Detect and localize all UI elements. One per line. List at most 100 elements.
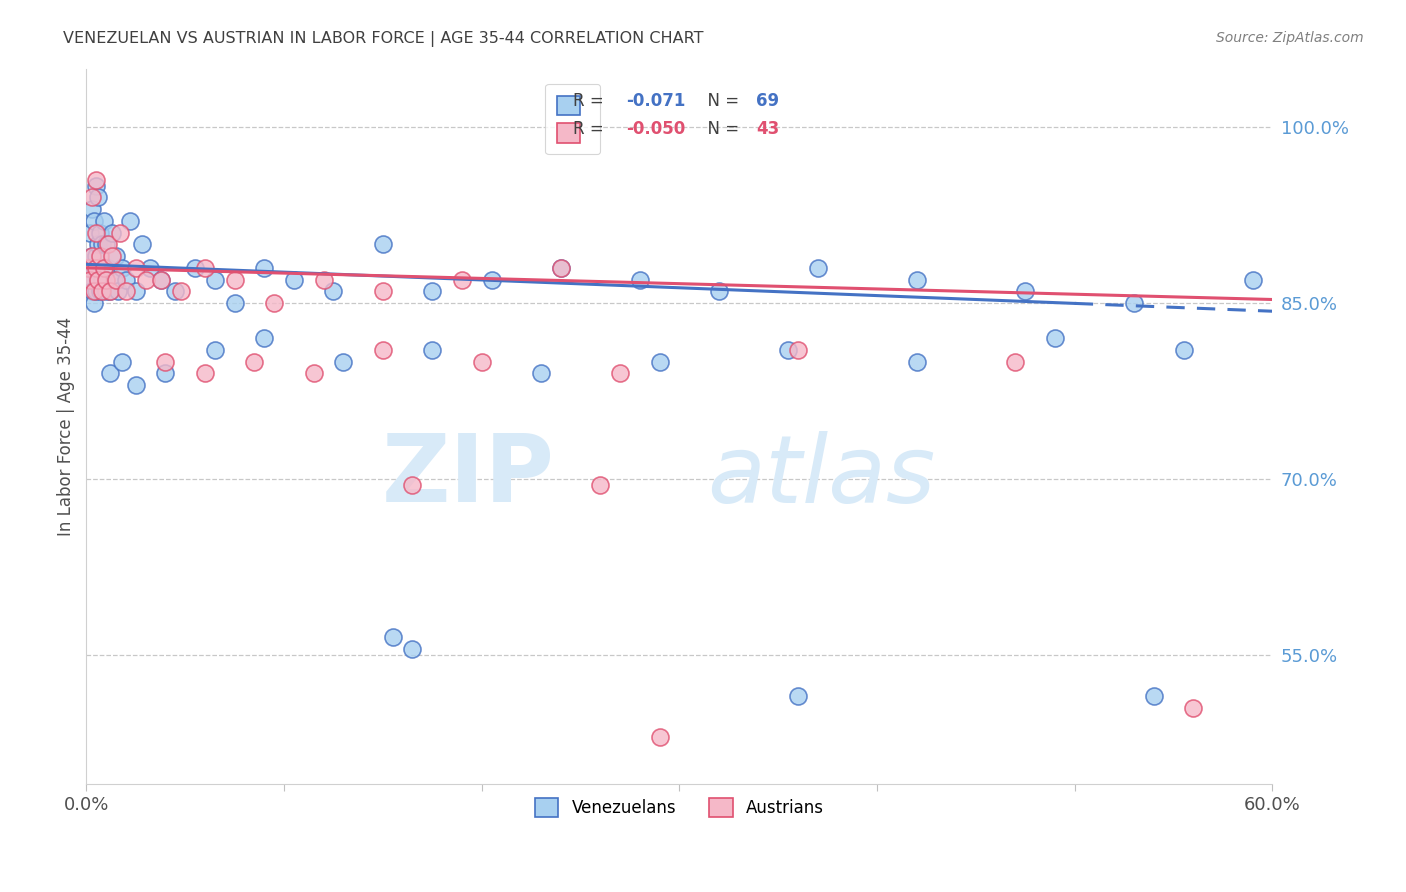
Point [224, 296, 246, 310]
Point [82, 190, 104, 204]
Point [79, 272, 101, 286]
Point [322, 285, 344, 299]
Point [91, 237, 114, 252]
Point [648, 730, 671, 744]
Point [94, 272, 117, 286]
Point [104, 249, 127, 263]
Point [1143, 689, 1166, 703]
Point [150, 272, 173, 286]
Point [550, 260, 572, 275]
Point [204, 272, 226, 286]
Point [87, 272, 110, 286]
Point [420, 343, 443, 357]
Point [107, 285, 129, 299]
Point [471, 354, 494, 368]
Text: R =: R = [572, 92, 609, 110]
Point [125, 260, 148, 275]
Point [194, 367, 217, 381]
Point [79, 260, 101, 275]
Point [530, 367, 553, 381]
Point [150, 272, 173, 286]
Point [79, 226, 101, 240]
Point [84, 226, 107, 240]
Text: -0.050: -0.050 [626, 120, 685, 138]
Point [787, 343, 810, 357]
Text: atlas: atlas [707, 431, 936, 522]
Point [93, 260, 115, 275]
Point [253, 331, 276, 345]
Point [94, 285, 117, 299]
Point [98, 285, 121, 299]
Point [83, 214, 105, 228]
Point [87, 237, 110, 252]
Point [83, 285, 105, 299]
Text: Source: ZipAtlas.com: Source: ZipAtlas.com [1216, 31, 1364, 45]
Text: R =: R = [572, 120, 609, 138]
Point [125, 378, 148, 392]
Point [98, 367, 121, 381]
Point [204, 343, 226, 357]
Point [84, 285, 107, 299]
Text: 69: 69 [756, 92, 779, 110]
Point [332, 354, 354, 368]
Text: -0.071: -0.071 [626, 92, 685, 110]
Point [82, 285, 104, 299]
Point [905, 354, 928, 368]
Point [1014, 285, 1036, 299]
Point [155, 354, 177, 368]
Point [371, 285, 394, 299]
Point [111, 260, 134, 275]
Point [91, 272, 114, 286]
Point [82, 249, 104, 263]
Point [165, 285, 187, 299]
Point [155, 367, 177, 381]
Point [84, 260, 107, 275]
Point [194, 260, 217, 275]
Point [111, 354, 134, 368]
Point [77, 260, 100, 275]
Point [371, 343, 394, 357]
Point [1043, 331, 1066, 345]
Point [135, 272, 157, 286]
Point [138, 260, 160, 275]
Point [1173, 343, 1195, 357]
Y-axis label: In Labor Force | Age 35-44: In Labor Force | Age 35-44 [58, 317, 75, 536]
Text: N =: N = [697, 92, 745, 110]
Point [481, 272, 503, 286]
Point [98, 285, 121, 299]
Point [114, 272, 136, 286]
Point [89, 285, 111, 299]
Point [84, 173, 107, 187]
Point [118, 214, 141, 228]
Point [1123, 296, 1146, 310]
Point [1241, 272, 1264, 286]
Point [170, 285, 193, 299]
Point [84, 249, 107, 263]
Point [589, 477, 612, 491]
Point [707, 285, 730, 299]
Point [114, 285, 136, 299]
Point [224, 272, 246, 286]
Text: ZIP: ZIP [382, 430, 555, 522]
Text: VENEZUELAN VS AUSTRIAN IN LABOR FORCE | AGE 35-44 CORRELATION CHART: VENEZUELAN VS AUSTRIAN IN LABOR FORCE | … [63, 31, 704, 47]
Point [628, 272, 651, 286]
Point [253, 260, 276, 275]
Point [91, 285, 114, 299]
Point [87, 190, 110, 204]
Point [1182, 700, 1205, 714]
Point [905, 272, 928, 286]
Point [97, 237, 120, 252]
Point [104, 272, 127, 286]
Point [302, 367, 325, 381]
Point [108, 226, 131, 240]
Point [243, 354, 266, 368]
Point [1004, 354, 1026, 368]
Point [263, 296, 285, 310]
Point [77, 272, 100, 286]
Point [89, 249, 111, 263]
Point [184, 260, 207, 275]
Point [131, 237, 153, 252]
Point [401, 477, 423, 491]
Point [125, 285, 148, 299]
Text: N =: N = [697, 120, 745, 138]
